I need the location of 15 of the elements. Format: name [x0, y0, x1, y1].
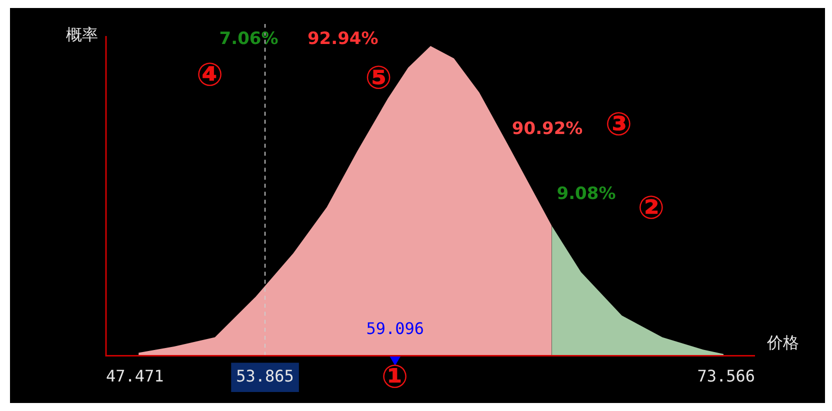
annotation: ④ [196, 55, 224, 94]
annotation: ② [638, 188, 665, 227]
annotation: 92.94% [307, 29, 378, 50]
annotation: ③ [605, 104, 632, 143]
annotation: 9.08% [556, 184, 616, 204]
x-tick-label: 53.865 [236, 366, 294, 386]
annotation: 90.92% [512, 119, 583, 140]
annotation: 7.06% [219, 29, 278, 50]
x-axis-title: 价格 [766, 332, 799, 352]
annotation: ⑤ [365, 58, 392, 96]
text: ① [381, 357, 408, 396]
x-tick-label: 47.471 [106, 366, 164, 386]
annotation: 59.096 [366, 318, 424, 338]
x-tick-label: 73.566 [697, 366, 755, 386]
y-axis-title: 概率 [66, 25, 98, 44]
